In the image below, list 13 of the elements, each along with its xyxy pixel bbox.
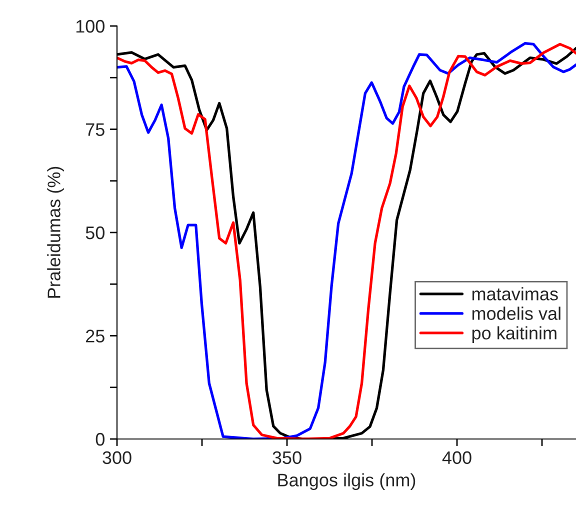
y-tick-label: 0 [96, 432, 104, 446]
x-tick-label: 400 [442, 451, 472, 464]
y-axis-title: Praleidumas (%) [47, 166, 64, 298]
y-tick-label: 75 [86, 123, 104, 136]
y-tick-label: 100 [76, 20, 104, 33]
x-tick-label: 350 [272, 451, 302, 464]
y-tick-label: 50 [86, 226, 104, 240]
x-axis-title: Bangos ilgis (nm) [278, 473, 416, 490]
x-tick-label: 300 [102, 451, 132, 464]
legend-label: modelis val [472, 306, 560, 320]
legend-label: matavimas [472, 287, 558, 300]
y-tick-label: 25 [86, 330, 104, 342]
legend-label: po kaitinim [472, 326, 556, 344]
